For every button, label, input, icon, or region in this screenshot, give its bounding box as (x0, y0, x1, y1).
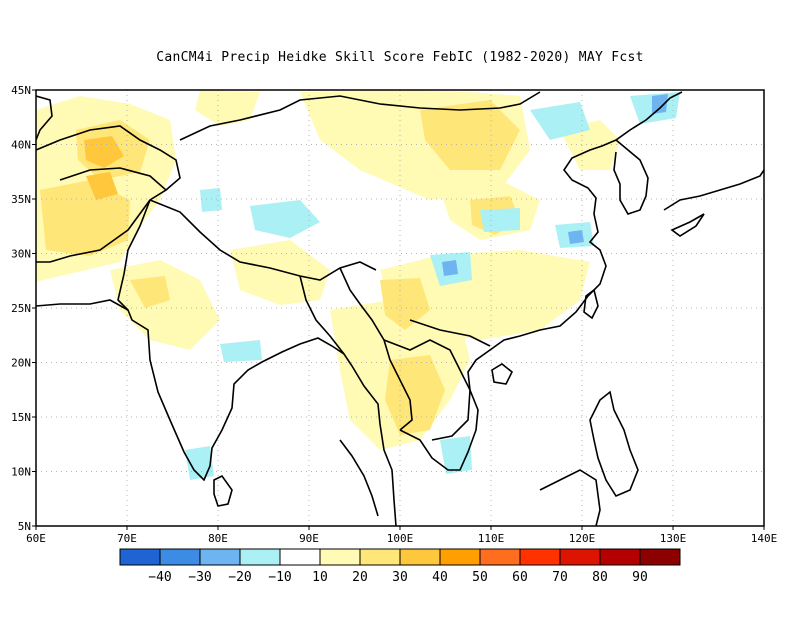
lat-tick-label: 25N (11, 302, 31, 315)
shade-neg-vietnam (440, 436, 472, 474)
colorbar-swatch (119, 548, 161, 566)
shade-neg2-sichuan (442, 260, 458, 276)
colorbar-swatch (479, 548, 521, 566)
colorbar-swatch (199, 548, 241, 566)
colorbar-label: 10 (312, 570, 328, 585)
colorbar-swatch (599, 548, 641, 566)
border-afghanistan (36, 167, 168, 263)
coast-arabian-sea (36, 299, 397, 526)
coast-sri-lanka (213, 474, 233, 507)
border-laos-vietnam (383, 339, 471, 441)
shade-mid-india (130, 276, 170, 308)
lat-tick-label: 30N (11, 248, 31, 261)
colorbar-label: −20 (228, 570, 251, 585)
coast-japan (663, 169, 764, 237)
coast-philippines (589, 390, 639, 498)
shade-high-afghanistan (86, 172, 118, 200)
border-myanmar (299, 267, 413, 431)
skill-shading (36, 90, 680, 480)
colorbar-label: 70 (552, 570, 568, 585)
shade-mid-mongolia (420, 100, 520, 170)
longitude-axis: 60E 70E 80E 90E 100E 110E 120E 130E 140E (26, 526, 777, 545)
colorbar-label: −30 (188, 570, 211, 585)
shade-neg-bay (220, 340, 262, 362)
lat-tick-label: 35N (11, 193, 31, 206)
lat-tick-label: 20N (11, 357, 31, 370)
coast-thailand-gulf (399, 91, 683, 471)
colorbar-label: 40 (432, 570, 448, 585)
shade-mid-yunnan (380, 278, 430, 330)
lon-tick-label: 110E (478, 532, 505, 545)
shade-neg2-manchuria (652, 94, 668, 114)
colorbar-swatch (279, 548, 321, 566)
shade-light-north (195, 90, 260, 126)
colorbar-label: −40 (148, 570, 171, 585)
colorbar-label: 30 (392, 570, 408, 585)
lat-tick-label: 45N (11, 84, 31, 97)
lat-tick-label: 15N (11, 411, 31, 424)
coast-borneo (539, 469, 601, 526)
lat-tick-label: 10N (11, 466, 31, 479)
colorbar-swatch (519, 548, 561, 566)
lon-tick-label: 60E (26, 532, 46, 545)
colorbar-swatch (159, 548, 201, 566)
colorbar-swatch (559, 548, 601, 566)
colorbar-swatch (439, 548, 481, 566)
lat-tick-label: 5N (18, 520, 31, 533)
shade-neg2-yangtze (568, 230, 584, 244)
shade-mid-afghanistan (40, 180, 130, 256)
coast-sumatra (339, 439, 379, 517)
coast-hainan (491, 363, 514, 385)
lon-tick-label: 90E (299, 532, 319, 545)
colorbar-swatch (359, 548, 401, 566)
colorbar-swatch (319, 548, 361, 566)
colorbar-label: −10 (268, 570, 291, 585)
shade-high-tajik (84, 136, 124, 168)
shade-neg-china (480, 208, 520, 232)
coast-taiwan (583, 288, 599, 320)
lon-tick-label: 140E (751, 532, 778, 545)
coast-korea (613, 139, 649, 215)
colorbar-label: 90 (632, 570, 648, 585)
colorbar-label: 20 (352, 570, 368, 585)
chart-title: CanCM4i Precip Heidke Skill Score FebIC … (156, 50, 644, 65)
lon-tick-label: 120E (569, 532, 596, 545)
shade-light-tibet (230, 240, 330, 305)
border-himalaya (149, 199, 377, 281)
coastlines-borders (36, 91, 764, 526)
lon-tick-label: 70E (117, 532, 137, 545)
coast-caspian (36, 95, 53, 141)
shade-neg-mongolia (530, 102, 590, 140)
colorbar-swatch (239, 548, 281, 566)
border-india-pak (117, 199, 151, 311)
shade-neg-tibet (250, 200, 320, 238)
border-central-asia (36, 125, 181, 191)
colorbar-label: 50 (472, 570, 488, 585)
shade-neg-west (200, 188, 222, 212)
lat-tick-label: 40N (11, 139, 31, 152)
lon-tick-label: 100E (387, 532, 414, 545)
colorbar-label: 80 (592, 570, 608, 585)
border-mongolia (179, 91, 541, 141)
border-china-vietnam (409, 319, 491, 347)
colorbar-swatch (639, 548, 681, 566)
lon-tick-label: 80E (208, 532, 228, 545)
colorbar-label: 60 (512, 570, 528, 585)
lon-tick-label: 130E (660, 532, 687, 545)
latitude-axis: 5N 10N 15N 20N 25N 30N 35N 40N 45N (11, 84, 36, 533)
colorbar-swatch (399, 548, 441, 566)
colorbar: −40 −30 −20 −10 10 20 30 40 50 60 70 80 90 (119, 548, 681, 585)
